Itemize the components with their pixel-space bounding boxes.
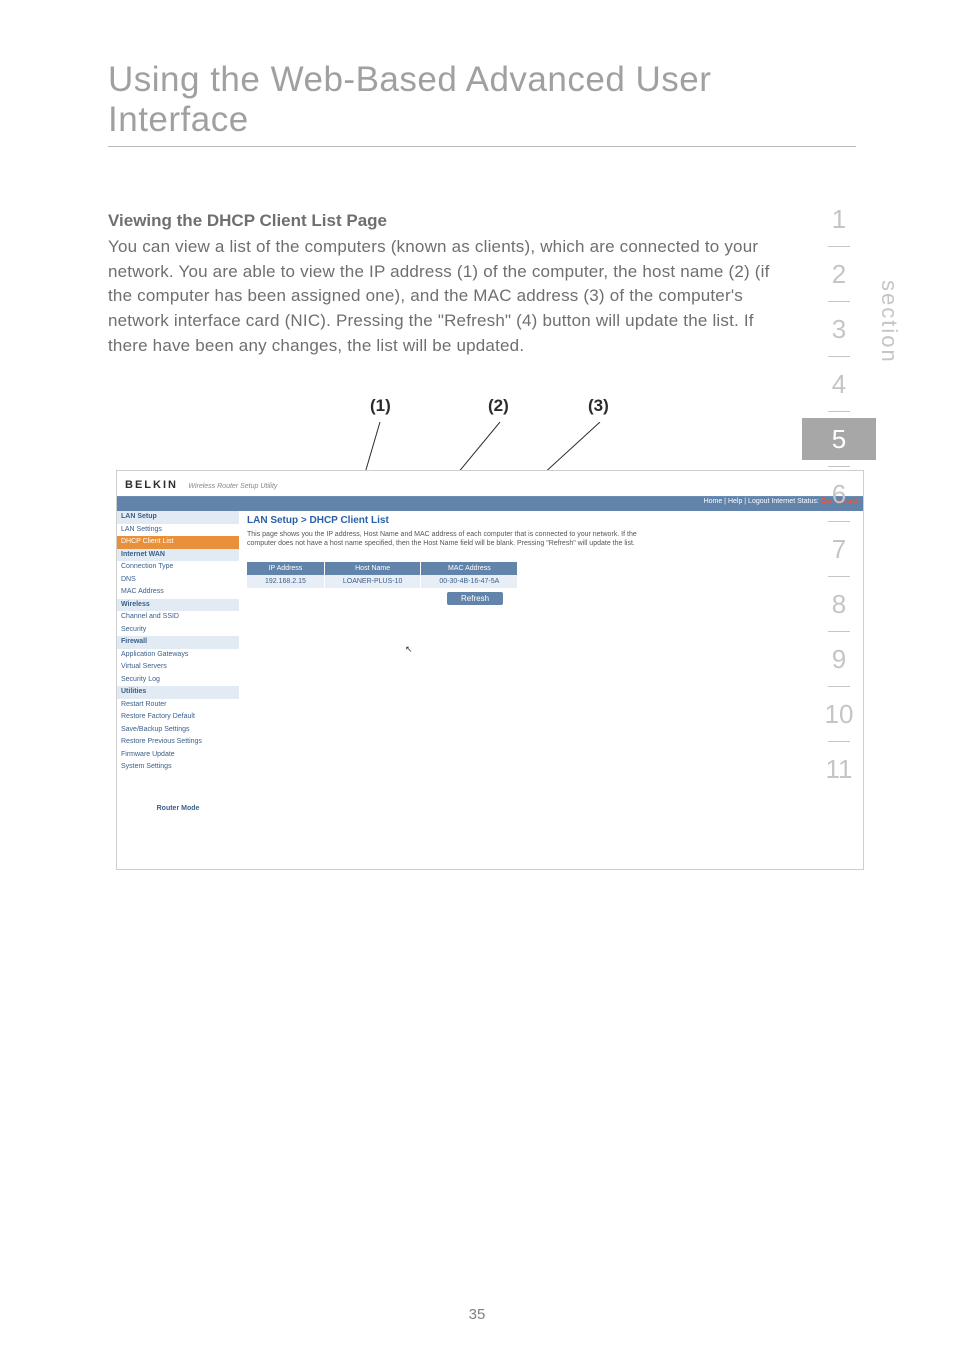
- page-number: 35: [0, 1306, 954, 1323]
- section-nav-item[interactable]: 8: [802, 583, 876, 625]
- section-nav: 1 2 3 4 5 6 7 8 9 10 11: [802, 198, 876, 790]
- sidebar-item[interactable]: LAN Settings: [117, 524, 239, 537]
- body-text: You can view a list of the computers (kn…: [108, 235, 780, 358]
- section-heading: Viewing the DHCP Client List Page: [108, 211, 780, 231]
- callout-3: (3): [588, 396, 609, 416]
- section-label: section: [876, 280, 902, 364]
- section-nav-item[interactable]: 6: [802, 473, 876, 515]
- section-nav-divider: [828, 686, 850, 687]
- sidebar-item[interactable]: Firmware Update: [117, 749, 239, 762]
- ss-sidebar: LAN SetupLAN SettingsDHCP Client ListInt…: [117, 511, 239, 869]
- dhcp-client-table: IP Address Host Name MAC Address 192.168…: [247, 562, 518, 588]
- section-nav-item[interactable]: 9: [802, 638, 876, 680]
- belkin-logo-sub: Wireless Router Setup Utility: [188, 483, 277, 490]
- sidebar-item[interactable]: System Settings: [117, 761, 239, 774]
- sidebar-item[interactable]: Security Log: [117, 674, 239, 687]
- section-nav-divider: [828, 246, 850, 247]
- section-nav-divider: [828, 466, 850, 467]
- refresh-button[interactable]: Refresh: [447, 592, 503, 605]
- callout-2: (2): [488, 396, 509, 416]
- ss-body: LAN SetupLAN SettingsDHCP Client ListInt…: [117, 511, 863, 869]
- sidebar-item[interactable]: Application Gateways: [117, 649, 239, 662]
- section-nav-divider: [828, 411, 850, 412]
- sidebar-category: Firewall: [117, 636, 239, 649]
- ss-header: BELKIN Wireless Router Setup Utility: [117, 471, 863, 497]
- section-nav-item[interactable]: 7: [802, 528, 876, 570]
- th-host: Host Name: [324, 562, 421, 575]
- sidebar-item[interactable]: Save/Backup Settings: [117, 724, 239, 737]
- page-title: Using the Web-Based Advanced User Interf…: [108, 60, 856, 140]
- sidebar-item[interactable]: Restore Factory Default: [117, 711, 239, 724]
- td-host: LOANER-PLUS-10: [324, 575, 421, 588]
- ss-topbar: Home | Help | Logout Internet Status: Co…: [117, 497, 863, 511]
- section-nav-item[interactable]: 1: [802, 198, 876, 240]
- section-nav-item[interactable]: 11: [802, 748, 876, 790]
- belkin-logo: BELKIN: [125, 479, 178, 491]
- section-nav-divider: [828, 576, 850, 577]
- figure-area: (1) (2) (3) (4) BELKIN Wireless Router S…: [108, 396, 868, 896]
- content-block: Viewing the DHCP Client List Page You ca…: [108, 211, 780, 358]
- ss-main: LAN Setup > DHCP Client List This page s…: [239, 511, 863, 869]
- table-header-row: IP Address Host Name MAC Address: [247, 562, 518, 575]
- sidebar-category: Utilities: [117, 686, 239, 699]
- cursor-icon: ↖: [405, 644, 413, 655]
- router-ui-screenshot: BELKIN Wireless Router Setup Utility Hom…: [116, 470, 864, 870]
- sidebar-item[interactable]: Connection Type: [117, 561, 239, 574]
- sidebar-category: Wireless: [117, 599, 239, 612]
- callout-1: (1): [370, 396, 391, 416]
- sidebar-item[interactable]: Virtual Servers: [117, 661, 239, 674]
- section-nav-item[interactable]: 3: [802, 308, 876, 350]
- section-nav-divider: [828, 301, 850, 302]
- sidebar-item[interactable]: DNS: [117, 574, 239, 587]
- ss-breadcrumb: LAN Setup > DHCP Client List: [247, 515, 855, 526]
- sidebar-mode: Router Mode: [117, 804, 239, 815]
- td-ip: 192.168.2.15: [247, 575, 324, 588]
- sidebar-item[interactable]: MAC Address: [117, 586, 239, 599]
- section-nav-divider: [828, 631, 850, 632]
- section-nav-item[interactable]: 4: [802, 363, 876, 405]
- ss-description: This page shows you the IP address, Host…: [247, 530, 667, 548]
- th-mac: MAC Address: [421, 562, 518, 575]
- sidebar-category: Internet WAN: [117, 549, 239, 562]
- section-nav-divider: [828, 741, 850, 742]
- td-mac: 00-30-4B-16-47-5A: [421, 575, 518, 588]
- sidebar-item[interactable]: Restart Router: [117, 699, 239, 712]
- section-nav-divider: [828, 521, 850, 522]
- section-nav-item[interactable]: 10: [802, 693, 876, 735]
- th-ip: IP Address: [247, 562, 324, 575]
- table-row: 192.168.2.15 LOANER-PLUS-10 00-30-4B-16-…: [247, 575, 518, 588]
- sidebar-item[interactable]: Security: [117, 624, 239, 637]
- section-nav-item[interactable]: 5: [802, 418, 876, 460]
- section-nav-divider: [828, 356, 850, 357]
- sidebar-item[interactable]: Restore Previous Settings: [117, 736, 239, 749]
- sidebar-category: LAN Setup: [117, 511, 239, 524]
- section-nav-item[interactable]: 2: [802, 253, 876, 295]
- sidebar-item[interactable]: Channel and SSID: [117, 611, 239, 624]
- sidebar-item[interactable]: DHCP Client List: [117, 536, 239, 549]
- title-rule: [108, 146, 856, 147]
